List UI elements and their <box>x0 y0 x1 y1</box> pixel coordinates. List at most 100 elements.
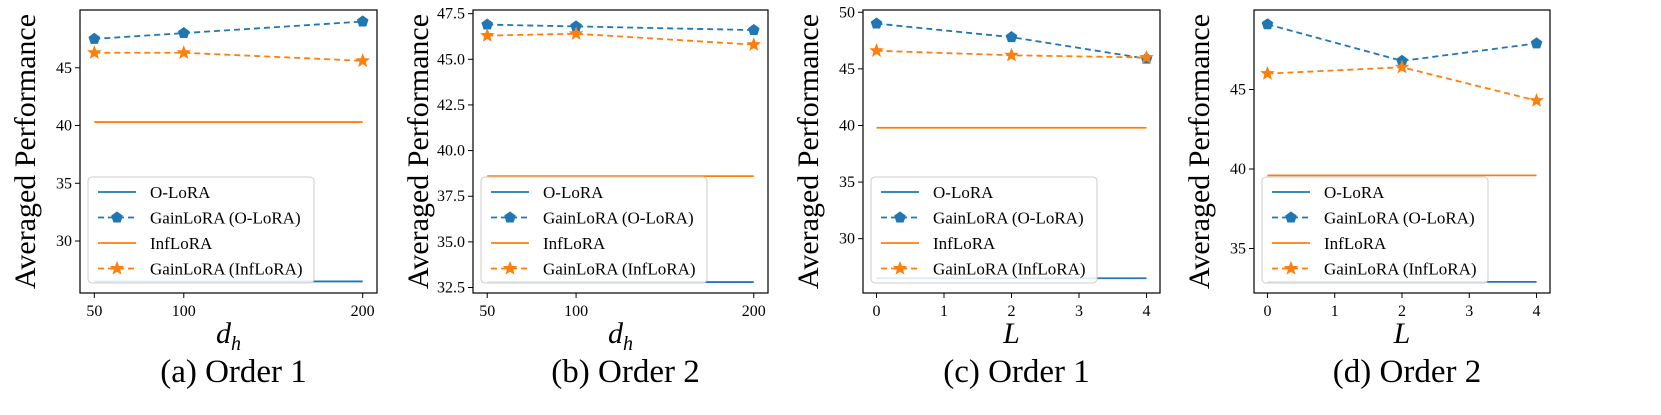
plot-frame <box>472 9 769 294</box>
legend-label-2: GainLoRA (O-LoRA) <box>150 209 301 228</box>
data-point-4-3 <box>1529 93 1544 107</box>
x-axis-label-main: d <box>608 317 624 350</box>
data-point-4-2 <box>1394 59 1410 74</box>
legend-label-1: O-LoRA <box>933 183 994 202</box>
legend-label-2: GainLoRA (O-LoRA) <box>933 209 1084 228</box>
legend-label-4: GainLoRA (InfLoRA) <box>543 260 696 279</box>
y-tick-label: 40.0 <box>437 143 465 160</box>
data-point-2-1 <box>481 18 494 30</box>
data-point-4-3 <box>355 53 370 67</box>
y-axis-label: Averaged Performance <box>402 14 435 289</box>
y-tick-label: 35 <box>56 175 72 192</box>
legend-marker-2 <box>1285 211 1297 223</box>
data-point-2-3 <box>356 15 369 27</box>
x-axis-label-subscript: h <box>623 333 633 355</box>
y-tick-label: 35.0 <box>437 234 465 251</box>
data-point-4-2 <box>1004 47 1019 62</box>
legend-marker-2 <box>504 211 516 223</box>
data-point-4-1 <box>1260 65 1275 80</box>
legend-label-3: InfLoRA <box>150 234 213 253</box>
series-line-4 <box>487 32 754 46</box>
y-tick-label: 30 <box>839 231 855 248</box>
series-line-2 <box>487 23 754 31</box>
legend-label-3: InfLoRA <box>1324 234 1387 253</box>
y-tick-label: 35 <box>1230 240 1246 257</box>
x-tick-label: 100 <box>172 303 196 320</box>
x-tick-label: 4 <box>1143 303 1151 320</box>
x-tick-label: 3 <box>1465 303 1473 320</box>
chart-panel-3: 30 35 40 45 50 0 1 2 3 4 Averaged Performance L (c) … <box>792 4 1161 390</box>
x-tick-label: 50 <box>86 303 102 320</box>
y-tick-label: 32.5 <box>437 280 465 297</box>
legend-label-2: GainLoRA (O-LoRA) <box>543 209 694 228</box>
x-axis-label: L <box>1002 317 1020 350</box>
x-axis-label-main: L <box>1002 317 1020 350</box>
legend-label-3: InfLoRA <box>543 234 606 253</box>
x-tick-label: 200 <box>742 303 766 320</box>
legend-box <box>480 176 708 284</box>
y-axis-label: Averaged Performance <box>9 14 42 289</box>
legend: O-LoRA GainLoRA (O-LoRA) InfLoRA GainLoRA (… <box>480 176 708 284</box>
y-tick-label: 40 <box>56 118 72 135</box>
x-axis-label-main: d <box>216 317 232 350</box>
x-tick-label: 1 <box>1331 303 1339 320</box>
panel-caption: (b) Order 2 <box>551 354 699 390</box>
x-axis-label: L <box>1393 317 1411 350</box>
legend: O-LoRA GainLoRA (O-LoRA) InfLoRA GainLoRA (… <box>87 176 315 284</box>
chart-panel-4: 35 40 45 0 1 2 3 4 Averaged Performance L (d) Orde… <box>1183 9 1551 390</box>
x-tick-label: 200 <box>351 303 375 320</box>
legend-label-3: InfLoRA <box>933 234 996 253</box>
data-point-2-1 <box>1261 18 1274 30</box>
data-point-4-1 <box>869 43 884 57</box>
data-point-4-3 <box>1139 49 1154 64</box>
y-tick-label: 30 <box>56 233 72 250</box>
x-tick-label: 2 <box>1008 303 1016 320</box>
y-axis-label: Averaged Performance <box>1183 14 1216 289</box>
legend-label-1: O-LoRA <box>543 183 604 202</box>
y-tick-label: 47.5 <box>437 6 465 23</box>
panel-caption: (c) Order 1 <box>943 354 1090 390</box>
data-point-4-3 <box>746 37 762 51</box>
x-axis-label: dh <box>608 317 633 355</box>
data-point-2-3 <box>747 23 760 36</box>
y-tick-label: 40 <box>1230 161 1246 178</box>
legend: O-LoRA GainLoRA (O-LoRA) InfLoRA GainLoRA (… <box>1261 176 1489 284</box>
legend-marker-4 <box>502 260 518 275</box>
x-tick-label: 0 <box>873 303 881 320</box>
legend-label-1: O-LoRA <box>150 183 211 202</box>
x-axis-label-subscript: h <box>231 333 241 355</box>
legend-label-4: GainLoRA (InfLoRA) <box>150 260 303 279</box>
legend-label-4: GainLoRA (InfLoRA) <box>933 260 1086 279</box>
legend-marker-4 <box>109 260 125 275</box>
chart-panel-2: 32.5 35.0 37.5 40.0 42.5 45.0 47.5 50 100 200 Aver… <box>402 6 769 390</box>
y-tick-label: 42.5 <box>437 97 465 114</box>
x-tick-label: 3 <box>1075 303 1083 320</box>
chart-panel-1: 30 35 40 45 50 100 200 Averaged Performance dh(a… <box>9 9 378 390</box>
series-line-2 <box>94 20 363 40</box>
legend-box <box>870 176 1098 284</box>
plot-frame <box>79 9 378 294</box>
data-point-4-1 <box>479 27 495 42</box>
y-axis-label: Averaged Performance <box>792 14 825 289</box>
y-tick-label: 45 <box>56 60 72 77</box>
data-point-2-2 <box>177 26 190 39</box>
legend: O-LoRA GainLoRA (O-LoRA) InfLoRA GainLoRA (… <box>870 176 1098 284</box>
series-group <box>869 17 1154 280</box>
legend-marker-2 <box>111 211 123 223</box>
x-tick-label: 4 <box>1533 303 1541 320</box>
series-line-4 <box>94 51 363 62</box>
y-tick-label: 37.5 <box>437 188 465 205</box>
x-axis-label: dh <box>216 317 241 355</box>
legend-label-2: GainLoRA (O-LoRA) <box>1324 209 1475 228</box>
data-point-4-2 <box>176 45 192 59</box>
legend-marker-2 <box>894 211 906 223</box>
data-point-2-2 <box>1005 31 1018 43</box>
legend-label-1: O-LoRA <box>1324 183 1385 202</box>
legend-box <box>1261 176 1489 284</box>
panel-caption: (a) Order 1 <box>160 354 307 390</box>
data-point-4-2 <box>568 26 584 40</box>
y-tick-label: 35 <box>839 174 855 191</box>
data-point-2-1 <box>870 17 883 29</box>
y-tick-label: 50 <box>839 4 855 21</box>
